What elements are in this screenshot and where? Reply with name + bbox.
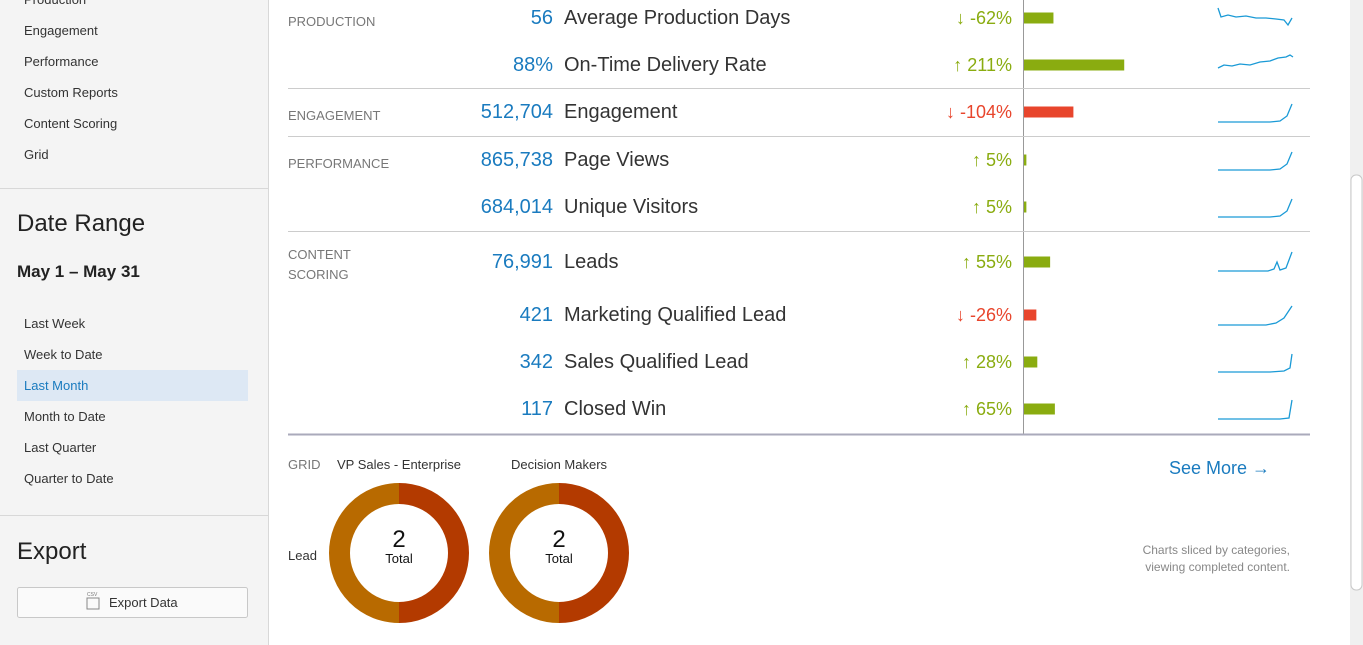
change-label: ↑ 65% [961, 399, 1012, 419]
change-bar [1024, 403, 1055, 415]
change-bar [1024, 154, 1027, 166]
nav-link[interactable]: Content Scoring [24, 116, 118, 131]
change-label: ↑ 55% [961, 252, 1012, 272]
section-title: Export [17, 538, 87, 565]
change-label: ↓ -104% [945, 102, 1012, 122]
nav-link[interactable]: Engagement [24, 23, 98, 38]
icon-label: CSV [87, 592, 98, 598]
metric-name: Sales Qualified Lead [564, 351, 749, 373]
metric-name: Unique Visitors [564, 196, 699, 218]
donut-total-label: Total [545, 551, 573, 566]
metric-value: 76,991 [491, 251, 553, 273]
donut-segment [329, 483, 400, 623]
change-label: ↑ 5% [971, 150, 1012, 170]
date-option[interactable]: Last Month [24, 378, 89, 393]
change-bar [1024, 201, 1027, 213]
metric-name: Marketing Qualified Lead [564, 304, 787, 326]
metric-value: 88% [512, 54, 553, 76]
nav-link[interactable]: Grid [24, 147, 49, 162]
section-title: Date Range [17, 210, 146, 237]
date-option[interactable]: Month to Date [24, 409, 106, 424]
date-option[interactable]: Last Week [24, 316, 86, 331]
date-option[interactable]: Last Quarter [24, 440, 97, 455]
metric-value: 684,014 [480, 196, 553, 218]
button-label[interactable]: Export Data [109, 595, 178, 610]
group-label: ENGAGEMENT [288, 108, 381, 123]
selected-highlight [17, 370, 248, 401]
change-bar [1024, 106, 1074, 118]
metric-name: Average Production Days [564, 7, 791, 29]
metric-value: 117 [521, 398, 553, 420]
change-bar [1024, 309, 1037, 321]
metric-name: Engagement [564, 101, 678, 123]
donut-total-label: Total [385, 551, 413, 566]
metric-value: 512,704 [480, 101, 553, 123]
metric-value: 421 [519, 304, 553, 326]
nav-link[interactable]: Production [24, 0, 86, 6]
change-bar [1024, 356, 1038, 368]
change-label: ↑ 211% [953, 55, 1012, 75]
section-label: GRID [288, 457, 321, 472]
group-label: PERFORMANCE [288, 156, 390, 171]
change-bar [1024, 12, 1054, 24]
nav-link[interactable]: Performance [24, 54, 99, 69]
chart-title: VP Sales - Enterprise [336, 457, 462, 472]
group-label: PRODUCTION [288, 14, 376, 29]
metric-name: Leads [564, 251, 619, 273]
change-label: ↓ -26% [955, 305, 1012, 325]
change-bar [1024, 256, 1051, 268]
group-label: CONTENT SCORING [288, 247, 351, 282]
metric-value: 342 [519, 351, 553, 373]
donut-segment [398, 483, 469, 623]
donut-total: 2 [552, 526, 566, 553]
see-more-link[interactable]: See More → [1168, 458, 1270, 478]
donut-total: 2 [392, 526, 406, 553]
change-label: ↑ 5% [971, 197, 1012, 217]
nav-link[interactable]: Custom Reports [24, 85, 118, 100]
metric-name: On-Time Delivery Rate [564, 54, 767, 76]
sparklines [1217, 7, 1294, 420]
csv-icon [86, 597, 100, 610]
export-button[interactable] [17, 587, 248, 618]
date-option[interactable]: Quarter to Date [24, 471, 114, 486]
change-label: ↑ 28% [961, 352, 1012, 372]
date-option[interactable]: Week to Date [24, 347, 103, 362]
metric-name: Closed Win [564, 398, 667, 420]
metric-value: 865,738 [480, 149, 553, 171]
scroll-thumb[interactable] [1350, 174, 1363, 591]
donut-segment [489, 483, 560, 623]
note: Charts sliced by categories, viewing com… [1142, 543, 1290, 574]
donut-segment [558, 483, 629, 623]
chart-title: Decision Makers [510, 457, 608, 472]
change-bar [1024, 59, 1125, 71]
date-range: May 1 – May 31 [17, 262, 140, 281]
change-label: ↓ -62% [955, 8, 1012, 28]
row-label: Lead [288, 548, 317, 563]
metric-name: Page Views [564, 149, 670, 171]
sidebar [0, 0, 269, 645]
metric-value: 56 [530, 7, 553, 29]
